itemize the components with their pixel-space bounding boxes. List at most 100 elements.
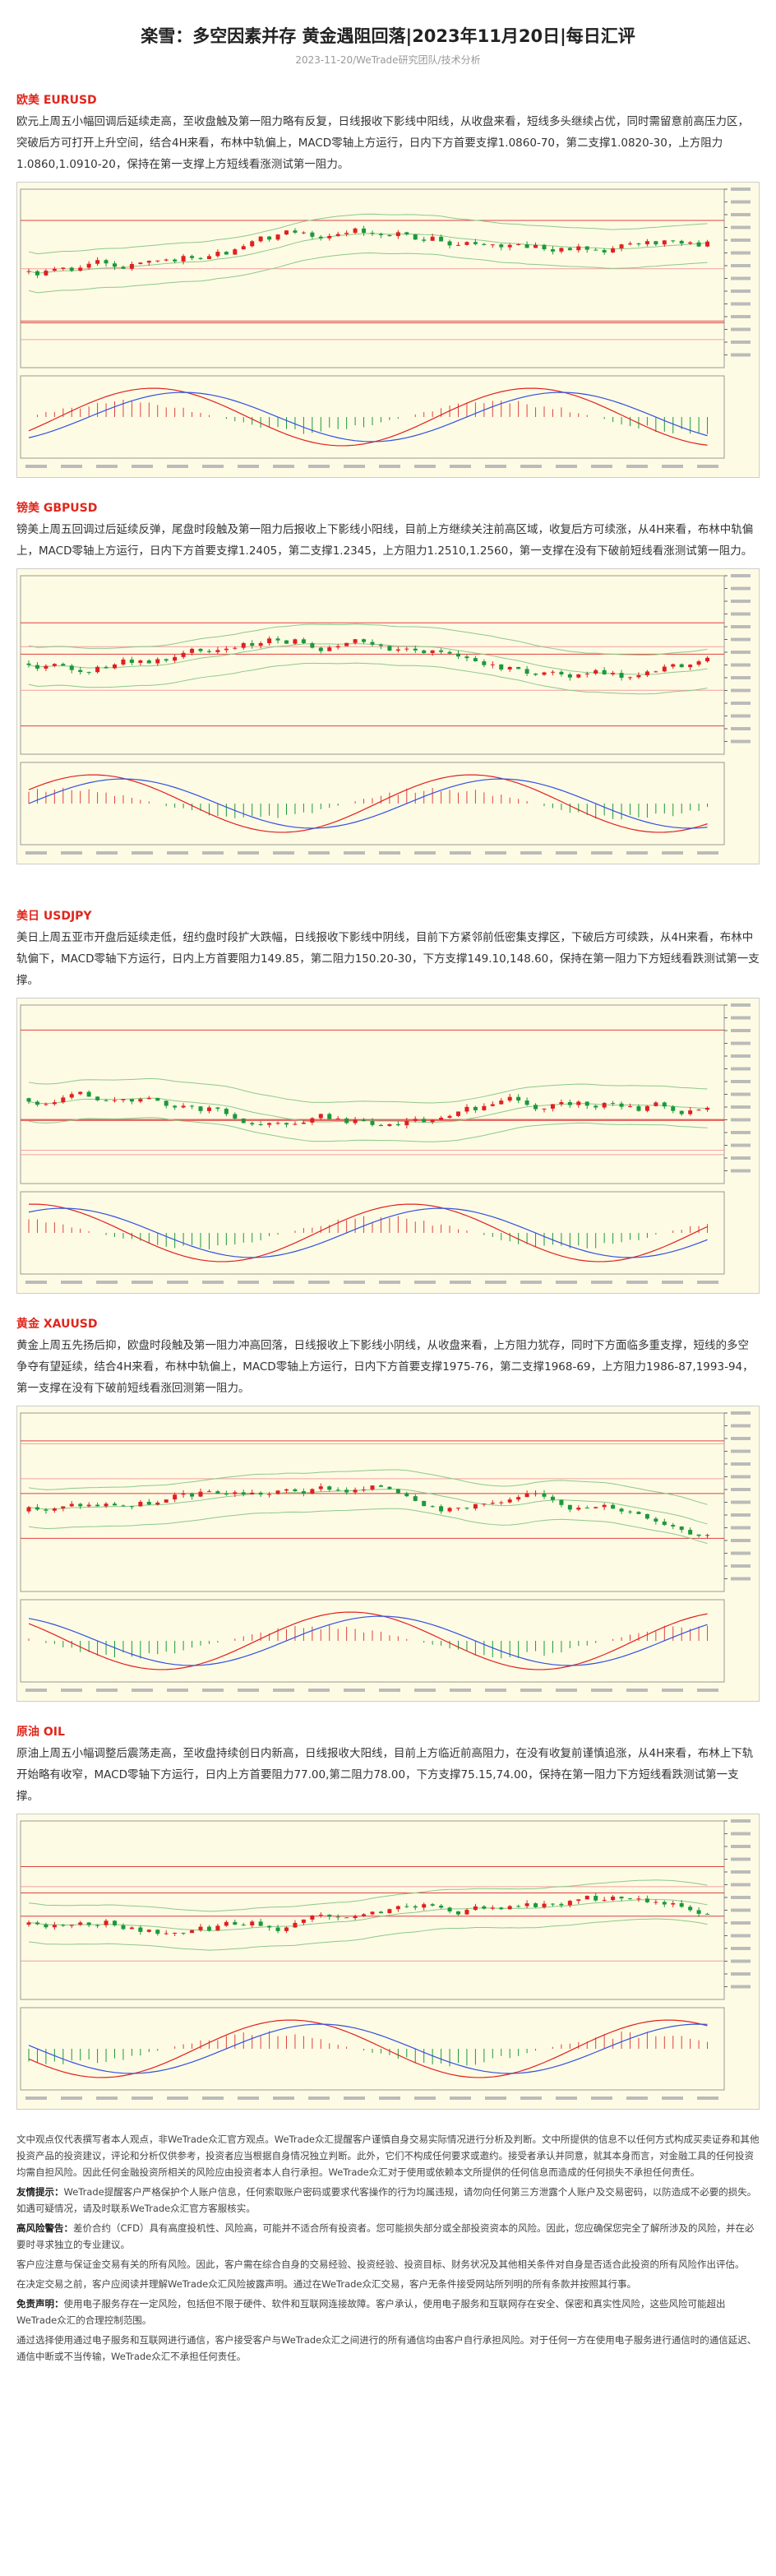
time-label <box>238 2096 259 2100</box>
axis-label <box>731 727 751 730</box>
candle-body <box>662 1521 667 1526</box>
candle-body <box>679 1902 684 1907</box>
candle-body <box>26 1507 31 1512</box>
axis-label <box>731 1959 751 1963</box>
candle-body <box>473 242 478 244</box>
candle-body <box>198 1106 203 1111</box>
candle-body <box>61 267 66 269</box>
disclaimer-text: 文中观点仅代表撰写者本人观点，非WeTrade众汇官方观点。WeTrade众汇提… <box>16 2134 760 2178</box>
time-label <box>379 851 400 855</box>
axis-label <box>731 1539 751 1542</box>
candle-body <box>387 646 392 651</box>
candle-body <box>353 228 358 234</box>
candle-body <box>181 652 186 657</box>
disclaimer-text: 差价合约（CFD）具有高度投机性、风险高，可能并不适合所有投资者。您可能损失部分… <box>16 2222 755 2250</box>
candle-body <box>378 1124 383 1127</box>
candle-body <box>594 249 598 251</box>
candle-body <box>61 1506 66 1509</box>
candle-body <box>576 1101 581 1105</box>
time-label <box>132 1689 153 1692</box>
candle-body <box>395 1489 400 1494</box>
candle-body <box>516 1497 521 1500</box>
page: 楽雪：多空因素并存 黄金遇阻回落|2023年11月20日|每日汇评 2023-1… <box>0 23 776 2576</box>
candle-body <box>550 1104 555 1109</box>
axis-label <box>731 1870 751 1874</box>
axis-label <box>731 1016 751 1020</box>
main-panel <box>20 575 725 755</box>
axis-label <box>731 188 751 191</box>
disclaimer-paragraph: 客户应注意与保证金交易有关的所有风险。因此，客户需在综合自身的交易经验、投资经验… <box>16 2256 760 2273</box>
time-label <box>485 465 506 468</box>
section-heading: 欧美 EURUSD <box>16 94 97 107</box>
macd-line <box>28 1611 708 1670</box>
candle-body <box>121 1925 126 1930</box>
time-label <box>273 1281 294 1284</box>
candle-body <box>378 644 383 646</box>
time-label <box>626 2096 648 2100</box>
candle-body <box>456 244 460 246</box>
candle-body <box>619 1103 624 1107</box>
axis-label <box>731 239 751 242</box>
candle-body <box>155 260 160 262</box>
candle-body <box>26 1922 31 1925</box>
candle-body <box>241 246 246 250</box>
candle-body <box>671 240 676 242</box>
candle-body <box>473 1503 478 1509</box>
time-label <box>344 1281 365 1284</box>
time-label <box>344 851 365 855</box>
macd-line <box>28 774 708 833</box>
candle-body <box>636 243 641 245</box>
candle-body <box>215 1925 220 1931</box>
candle-body <box>198 1491 203 1497</box>
axis-label <box>731 676 751 679</box>
candle-body <box>335 234 340 236</box>
axis-label <box>731 1054 751 1058</box>
candle-body <box>705 1535 710 1536</box>
candle-body <box>26 271 31 272</box>
candle-body <box>422 239 427 241</box>
candle-body <box>224 1921 229 1926</box>
candle-body <box>679 1526 684 1531</box>
candle-body <box>173 259 178 262</box>
candle-body <box>447 1907 452 1911</box>
candle-body <box>654 241 658 245</box>
axis-label <box>731 574 751 577</box>
axis-label <box>731 1845 751 1848</box>
candle-body <box>258 236 263 242</box>
candle-body <box>233 647 238 649</box>
axis-label <box>731 1947 751 1950</box>
bollinger-line <box>28 1077 708 1104</box>
candle-body <box>310 1489 315 1494</box>
chart-graphic <box>20 574 751 855</box>
axis-label <box>731 1921 751 1925</box>
candle-body <box>35 1101 39 1105</box>
candle-body <box>121 659 126 665</box>
time-label <box>61 465 82 468</box>
candle-body <box>250 1921 255 1926</box>
candle-body <box>113 263 117 267</box>
candle-body <box>121 1505 126 1507</box>
candle-body <box>430 1506 435 1508</box>
candle-body <box>146 1930 151 1932</box>
time-label <box>662 465 683 468</box>
time-label <box>626 851 648 855</box>
candle-body <box>542 672 547 675</box>
axis-label <box>731 663 751 667</box>
candle-body <box>662 240 667 245</box>
bollinger-line <box>28 1117 708 1142</box>
axis-label <box>731 1500 751 1504</box>
axis-label <box>731 1067 751 1071</box>
candle-body <box>430 236 435 241</box>
time-label <box>96 1281 118 1284</box>
axis-label <box>731 1437 751 1440</box>
signal-line <box>28 2023 708 2074</box>
candle-body <box>69 267 74 271</box>
candle-body <box>362 228 367 234</box>
candle-body <box>594 1896 598 1901</box>
candle-body <box>362 1119 367 1122</box>
candle-body <box>611 1504 616 1509</box>
candle-body <box>138 1927 143 1932</box>
disclaimer-label: 高风险警告： <box>16 2222 73 2234</box>
axis-label <box>731 1934 751 1938</box>
axis-label <box>731 251 751 255</box>
